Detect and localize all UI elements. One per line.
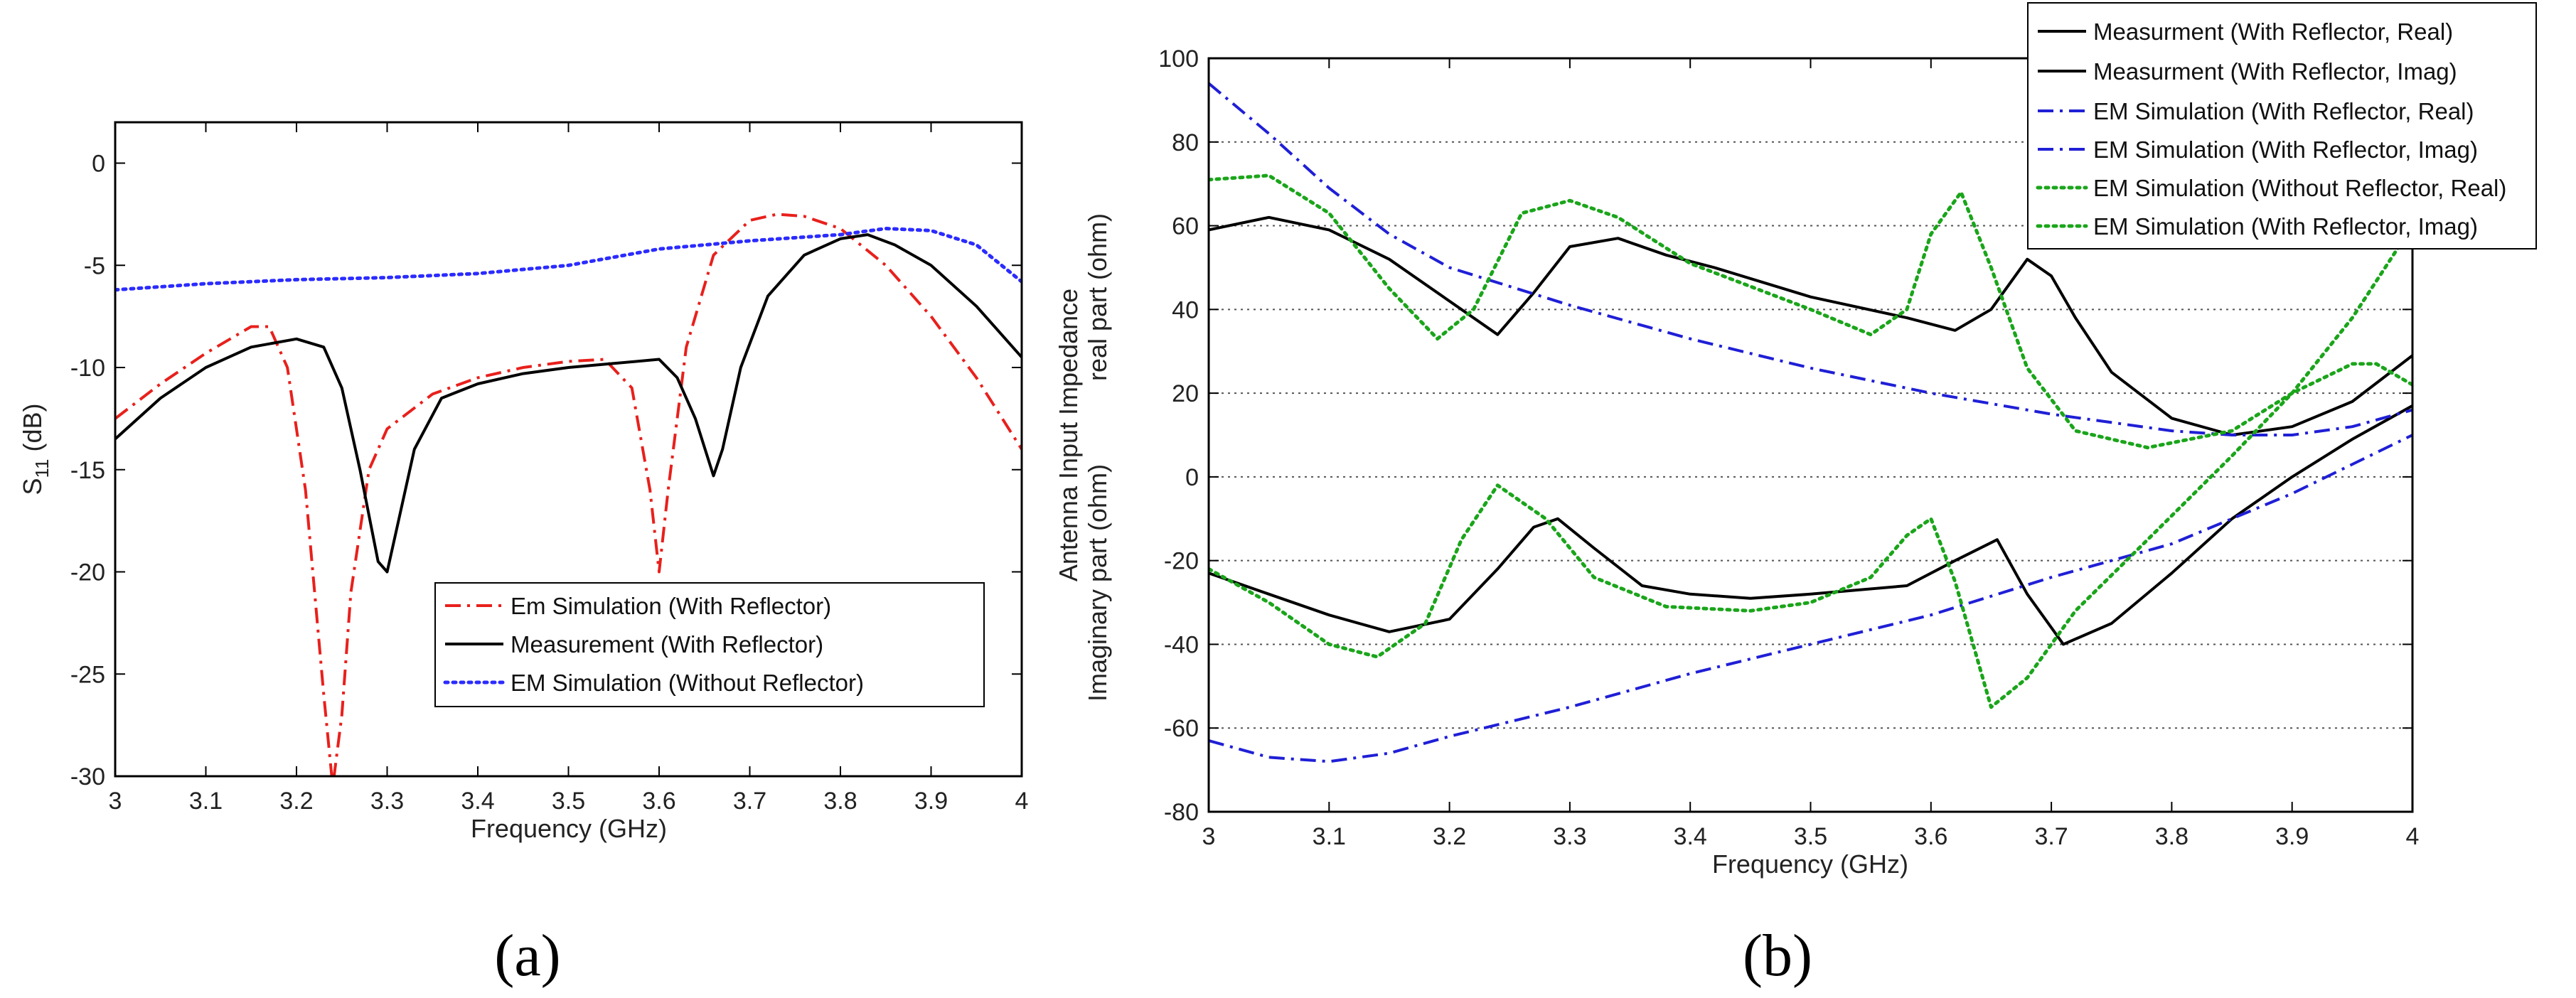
chart-a-ylabel-main: S [18,478,47,495]
chart-b-xtick-label: 3 [1202,823,1216,850]
chart-a-series [115,213,1022,776]
chart-a-ticks: 3 3.1 3.2 3.3 3.4 3.5 3.6 3.7 3.8 3.9 4 -30 -25 -20 -1… [70,122,1029,815]
chart-b-xtick-label: 3.8 [2155,823,2188,850]
chart-b-series [1209,82,2412,763]
chart-a-xtick-label: 3.2 [279,788,313,815]
chart-b-xtick-label: 3.7 [2034,823,2068,850]
chart-b-ticks: 3 3.1 3.2 3.3 3.4 3.5 3.6 3.7 3.8 3.9 4 -80 -60 -40 -2… [1158,45,2419,850]
chart-a-series-2 [115,227,1022,292]
chart-b-ytick-label: 80 [1172,129,1199,156]
chart-b-frame [1207,57,2414,813]
chart-b-ytick-label: 60 [1172,213,1199,240]
chart-b-ytick-label: -40 [1164,631,1199,658]
chart-b: 3 3.1 3.2 3.3 3.4 3.5 3.6 3.7 3.8 3.9 4 -80 -60 -40 -2… [1054,2,2537,989]
chart-a-legend-label-em-sim-with-reflector: Em Simulation (With Reflector) [511,593,831,619]
chart-b-legend-label-meas-imag: Measurment (With Reflector, Imag) [2093,58,2457,85]
chart-a-legend-label-em-sim-without-reflector: EM Simulation (Without Reflector) [511,670,864,696]
chart-a-xtick-label: 3.9 [914,788,948,815]
chart-b-xlabel: Frequency (GHz) [1712,849,1908,879]
chart-b-xtick-label: 3.5 [1794,823,1827,850]
chart-a-xtick-label: 3.1 [189,788,223,815]
chart-b-ytick-label: 0 [1185,464,1199,491]
chart-b-series-0 [1209,215,2412,436]
chart-a-xtick-label: 3.5 [552,788,585,815]
chart-b-xtick-label: 3.1 [1313,823,1346,850]
chart-a-ytick-label: -30 [70,763,105,790]
panel-label-b: (b) [1743,923,1812,989]
chart-a-xtick-label: 3.4 [461,788,494,815]
chart-a-xtick-label: 3.6 [642,788,675,815]
chart-a-ytick-label: 0 [92,151,105,178]
chart-b-legend-label-em-imag: EM Simulation (With Reflector, Imag) [2093,136,2478,163]
chart-b-series-3 [1209,434,2412,763]
chart-b-series-4 [1209,173,2412,450]
chart-b-legend-box [2027,2,2537,249]
chart-b-legend-label-em-ref-imag: EM Simulation (With Reflector, Imag) [2093,213,2478,240]
chart-b-ytick-label: -80 [1164,799,1199,826]
chart-a-xtick-label: 3.8 [823,788,857,815]
chart-a-ytick-label: -10 [70,355,105,382]
chart-b-xtick-label: 4 [2406,823,2420,850]
chart-b-ytick-label: -20 [1164,548,1199,575]
chart-a-xlabel: Frequency (GHz) [471,814,667,843]
chart-b-ytick-label: -60 [1164,715,1199,742]
chart-b-series-5 [1209,224,2412,709]
chart-b-xtick-label: 3.3 [1553,823,1586,850]
chart-a-ytick-label: -5 [84,252,105,279]
chart-a-xtick-label: 3 [109,788,122,815]
chart-b-ylabel-line1: Antenna Input Impedance [1054,289,1083,581]
chart-a-legend-label-measurement-with-reflector: Measurement (With Reflector) [511,631,823,658]
chart-a-ylabel-sub: 11 [31,459,53,478]
panel-label-a: (a) [494,923,560,989]
chart-a-legend: Em Simulation (With Reflector) Measureme… [434,582,985,707]
chart-b-xtick-label: 3.4 [1674,823,1707,850]
chart-b-ytick-label: 100 [1158,45,1199,73]
chart-b-legend-label-meas-real: Measurment (With Reflector, Real) [2093,18,2453,45]
chart-a: 3 3.1 3.2 3.3 3.4 3.5 3.6 3.7 3.8 3.9 4 -30 -25 -20 -1… [18,121,1029,989]
chart-b-ylabel-line2: real part (ohm) [1083,213,1112,381]
chart-a-frame [114,121,1023,778]
chart-a-ytick-label: -20 [70,559,105,586]
chart-b-series-1 [1209,404,2412,646]
chart-a-ytick-label: -15 [70,457,105,484]
chart-a-legend-box [434,582,985,707]
chart-a-series-1 [115,233,1022,574]
chart-b-legend: Measurment (With Reflector, Real) Measur… [2027,2,2537,249]
chart-a-xtick-label: 4 [1015,788,1029,815]
chart-a-ylabel-unit: (dB) [18,403,47,458]
chart-b-ytick-label: 40 [1172,296,1199,323]
chart-b-series-2 [1209,82,2412,436]
chart-b-xtick-label: 3.9 [2275,823,2309,850]
chart-b-xtick-label: 3.6 [1914,823,1947,850]
chart-b-xtick-label: 3.2 [1433,823,1466,850]
chart-a-ytick-label: -25 [70,661,105,688]
chart-a-xtick-label: 3.7 [733,788,766,815]
chart-a-ylabel: S11 (dB) [18,403,53,495]
chart-b-legend-label-em-noref-real: EM Simulation (Without Reflector, Real) [2093,175,2506,201]
chart-b-ylabel-line3: Imaginary part (ohm) [1083,464,1112,702]
chart-a-xtick-label: 3.3 [370,788,404,815]
chart-b-ytick-label: 20 [1172,380,1199,407]
chart-b-legend-label-em-real: EM Simulation (With Reflector, Real) [2093,98,2474,124]
